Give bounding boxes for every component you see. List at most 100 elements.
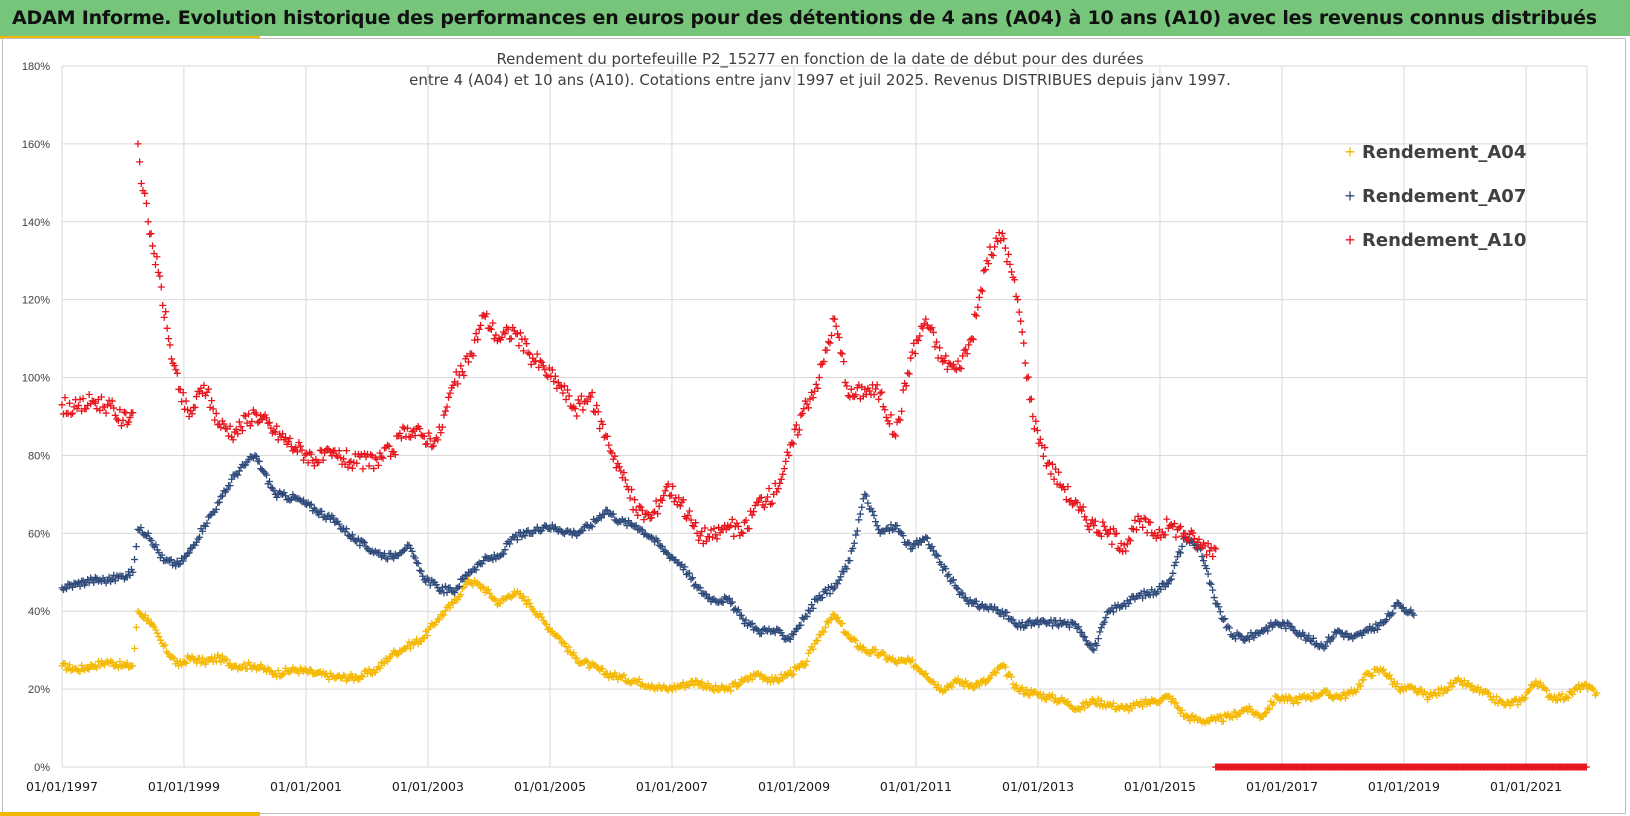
point-rendement-a04 (1029, 689, 1037, 697)
y-tick-label: 100% (22, 373, 50, 385)
point-rendement-a04 (492, 596, 500, 604)
point-rendement-a07 (1410, 611, 1418, 619)
point-rendement-a10 (535, 364, 543, 372)
point-rendement-a10 (1105, 529, 1113, 537)
x-tick-label: 01/01/2019 (1368, 779, 1440, 794)
point-rendement-a10 (429, 442, 437, 450)
point-rendement-a04 (1273, 693, 1281, 701)
point-rendement-a10 (111, 411, 119, 419)
point-rendement-a04 (440, 611, 448, 619)
point-rendement-a10 (716, 529, 724, 537)
point-rendement-a04 (1012, 681, 1020, 689)
point-rendement-a10 (298, 446, 306, 454)
point-rendement-a04 (1532, 677, 1540, 685)
point-rendement-a10 (69, 409, 77, 417)
point-rendement-a04 (1530, 681, 1538, 689)
point-rendement-a07 (76, 582, 84, 590)
point-rendement-a10 (980, 267, 988, 275)
point-rendement-a10 (542, 371, 550, 379)
point-rendement-a07 (1383, 616, 1391, 624)
point-rendement-a07 (521, 532, 529, 540)
point-rendement-a04 (1564, 694, 1572, 702)
point-rendement-a10 (321, 449, 329, 457)
point-rendement-a04 (307, 666, 315, 674)
point-rendement-a04 (696, 680, 704, 688)
point-rendement-a07 (1166, 576, 1174, 584)
point-rendement-a04 (887, 655, 895, 663)
point-rendement-a10 (205, 385, 213, 393)
point-rendement-a04 (803, 657, 811, 665)
point-rendement-a07 (1236, 632, 1244, 640)
point-rendement-a07 (804, 606, 812, 614)
point-rendement-a07 (768, 627, 776, 635)
point-rendement-a10 (920, 320, 928, 328)
point-rendement-a10 (969, 335, 977, 343)
point-rendement-a10 (1006, 260, 1014, 268)
point-rendement-a07 (489, 556, 497, 564)
point-rendement-a10 (475, 325, 483, 333)
point-rendement-a10 (201, 392, 209, 400)
point-rendement-a04 (1567, 688, 1575, 696)
point-rendement-a10 (621, 476, 629, 484)
point-rendement-a04 (449, 599, 457, 607)
point-rendement-a10 (85, 390, 93, 398)
point-rendement-a10 (208, 397, 216, 405)
point-rendement-a07 (922, 533, 930, 541)
point-rendement-a10 (974, 303, 982, 311)
point-rendement-a07 (773, 625, 781, 633)
point-rendement-a10 (154, 268, 162, 276)
point-rendement-a10 (942, 352, 950, 360)
point-rendement-a10 (217, 423, 225, 431)
point-rendement-a04 (1079, 699, 1087, 707)
point-rendement-a04 (1009, 680, 1017, 688)
point-rendement-a10 (612, 464, 620, 472)
point-rendement-a10 (137, 180, 145, 188)
point-rendement-a10 (1033, 426, 1041, 434)
point-rendement-a04 (435, 616, 443, 624)
point-rendement-a10 (533, 350, 541, 358)
point-rendement-a04 (434, 615, 442, 623)
point-rendement-a04 (685, 682, 693, 690)
point-rendement-a04 (507, 593, 515, 601)
point-rendement-a07 (114, 573, 122, 581)
point-rendement-a10 (768, 499, 776, 507)
point-rendement-a10 (576, 400, 584, 408)
point-rendement-a07 (747, 620, 755, 628)
point-rendement-a07 (1308, 638, 1316, 646)
point-rendement-a04 (1332, 692, 1340, 700)
point-rendement-a10 (411, 432, 419, 440)
point-rendement-a10 (134, 140, 142, 148)
point-rendement-a10 (899, 386, 907, 394)
point-rendement-a10 (104, 401, 112, 409)
point-rendement-a10 (684, 512, 692, 520)
point-rendement-a04 (1167, 698, 1175, 706)
y-tick-label: 60% (28, 528, 50, 540)
point-rendement-a04 (893, 660, 901, 668)
point-rendement-a10 (551, 372, 559, 380)
point-rendement-a10 (446, 389, 454, 397)
point-rendement-a10 (649, 509, 657, 517)
point-rendement-a04 (1396, 687, 1404, 695)
point-rendement-a04 (156, 636, 164, 644)
point-rendement-a04 (1483, 688, 1491, 696)
point-rendement-a10 (751, 501, 759, 509)
point-rendement-a10 (727, 522, 735, 530)
point-rendement-a10 (908, 348, 916, 356)
point-rendement-a07 (658, 543, 666, 551)
point-rendement-a10 (437, 429, 445, 437)
point-rendement-a07 (1380, 619, 1388, 627)
point-rendement-a07 (1169, 569, 1177, 577)
point-rendement-a07 (387, 549, 395, 557)
point-rendement-a04 (1279, 693, 1287, 701)
report-banner: ADAM Informe. Evolution historique des p… (0, 0, 1630, 36)
point-rendement-a07 (644, 532, 652, 540)
point-rendement-a10 (843, 382, 851, 390)
point-rendement-a10 (536, 357, 544, 365)
point-rendement-a07 (1024, 618, 1032, 626)
point-rendement-a10 (767, 500, 775, 508)
point-rendement-a07 (1097, 624, 1105, 632)
point-rendement-a10 (445, 393, 453, 401)
point-rendement-a04 (599, 665, 607, 673)
point-rendement-a10 (835, 333, 843, 341)
point-rendement-a10 (303, 449, 311, 457)
